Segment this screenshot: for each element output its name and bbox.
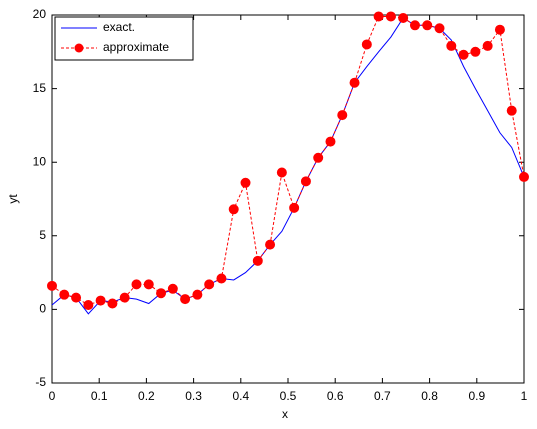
data-point — [422, 20, 433, 31]
data-point — [446, 40, 457, 51]
legend-label: approximate — [103, 40, 169, 54]
data-point — [470, 46, 481, 57]
data-point — [143, 279, 154, 290]
data-point — [506, 105, 517, 116]
legend-label: exact. — [103, 20, 135, 34]
plot-area — [51, 14, 525, 384]
x-tick-label: 0.2 — [138, 389, 155, 403]
data-point — [458, 49, 469, 60]
data-point — [434, 23, 445, 34]
data-point — [398, 12, 409, 23]
data-point — [204, 279, 215, 290]
data-point — [313, 152, 324, 163]
data-point — [167, 283, 178, 294]
series-line — [51, 17, 525, 315]
x-tick-label: 0.3 — [185, 389, 202, 403]
x-tick-label: 0.9 — [468, 389, 485, 403]
y-tick-label: 10 — [33, 154, 47, 168]
y-axis-label: yt — [6, 194, 20, 204]
series-line — [51, 15, 525, 306]
y-tick-label: 5 — [39, 228, 46, 242]
y-tick-label: -5 — [35, 375, 46, 389]
legend: exact. approximate — [54, 16, 194, 61]
data-point — [337, 110, 348, 121]
data-point — [83, 299, 94, 310]
data-point — [107, 298, 118, 309]
data-point — [385, 11, 396, 22]
data-point — [373, 11, 384, 22]
x-tick-label: 0 — [49, 389, 56, 403]
x-axis-label: x — [282, 407, 288, 421]
data-point — [519, 171, 529, 182]
data-point — [47, 280, 57, 291]
x-tick-label: 0.8 — [421, 389, 438, 403]
data-point — [156, 288, 167, 299]
x-tick-label: 0.6 — [327, 389, 344, 403]
data-point — [265, 239, 276, 250]
data-point — [276, 167, 287, 178]
data-point — [192, 289, 203, 300]
data-point — [131, 279, 142, 290]
x-tick-label: 0.1 — [91, 389, 108, 403]
data-point — [482, 40, 493, 51]
y-tick-label: 0 — [39, 302, 46, 316]
y-tick-label: 20 — [33, 7, 47, 21]
data-point — [289, 202, 300, 213]
data-point — [95, 295, 106, 306]
legend-box — [54, 16, 194, 61]
data-point — [349, 77, 360, 88]
data-point — [216, 273, 227, 284]
x-tick-label: 0.5 — [280, 389, 297, 403]
data-point — [180, 294, 191, 305]
data-point — [300, 176, 311, 187]
x-tick-label: 0.4 — [232, 389, 249, 403]
data-point — [59, 289, 70, 300]
x-tick-label: 1 — [521, 389, 528, 403]
data-point — [240, 177, 251, 188]
data-point — [361, 39, 372, 50]
x-tick-label: 0.7 — [374, 389, 391, 403]
data-point — [325, 136, 336, 147]
data-point — [252, 255, 263, 266]
legend-marker — [74, 43, 84, 53]
data-point — [409, 20, 420, 31]
data-point — [228, 204, 239, 215]
y-tick-label: 15 — [33, 81, 47, 95]
data-point — [71, 292, 82, 303]
data-point — [119, 292, 130, 303]
data-point — [494, 24, 505, 35]
